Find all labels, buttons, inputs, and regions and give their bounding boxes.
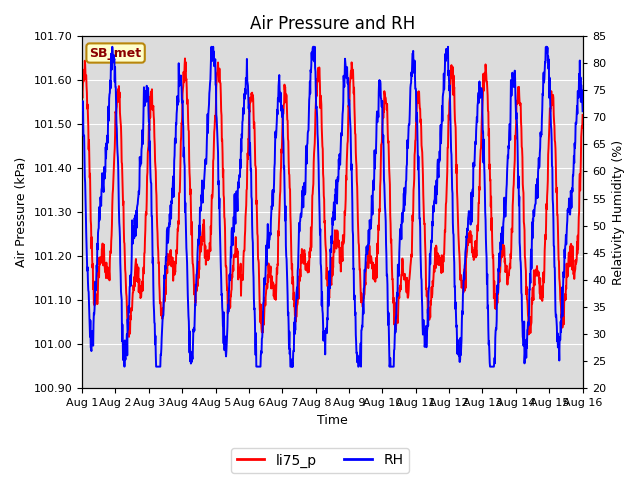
X-axis label: Time: Time bbox=[317, 414, 348, 427]
Legend: li75_p, RH: li75_p, RH bbox=[231, 448, 409, 473]
Y-axis label: Air Pressure (kPa): Air Pressure (kPa) bbox=[15, 157, 28, 267]
Title: Air Pressure and RH: Air Pressure and RH bbox=[250, 15, 415, 33]
Y-axis label: Relativity Humidity (%): Relativity Humidity (%) bbox=[612, 140, 625, 285]
Text: SB_met: SB_met bbox=[90, 47, 141, 60]
